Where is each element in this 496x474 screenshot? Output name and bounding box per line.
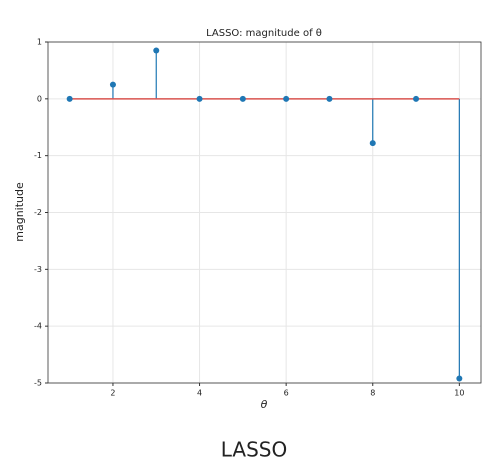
stem-marker	[413, 95, 420, 102]
x-tick-label: 6	[284, 389, 289, 398]
stem-marker	[196, 95, 203, 102]
stem-marker	[153, 47, 160, 54]
y-tick-label: -3	[34, 265, 42, 274]
x-tick-label: 10	[454, 389, 464, 398]
y-tick-label: -2	[34, 208, 42, 217]
x-tick-label: 8	[370, 389, 375, 398]
stem-marker	[456, 375, 463, 382]
stem-marker	[239, 95, 246, 102]
stem-marker	[369, 140, 376, 147]
stem-marker	[66, 95, 73, 102]
y-tick-label: 1	[37, 38, 42, 47]
stem-marker	[109, 81, 116, 88]
y-tick-label: -4	[34, 322, 42, 331]
caption: LASSO	[221, 438, 287, 462]
x-tick-label: 2	[110, 389, 115, 398]
y-axis-label: magnitude	[13, 182, 26, 242]
plot-frame	[47, 41, 482, 384]
y-tick-label: -5	[34, 379, 42, 388]
stem-marker	[326, 95, 333, 102]
x-tick-label: 4	[197, 389, 202, 398]
y-tick-label: 0	[37, 94, 42, 103]
chart-title: LASSO: magnitude of θ	[206, 28, 322, 39]
stem-marker	[283, 95, 290, 102]
y-tick-label: -1	[34, 151, 42, 160]
x-axis-label: θ	[261, 398, 268, 411]
